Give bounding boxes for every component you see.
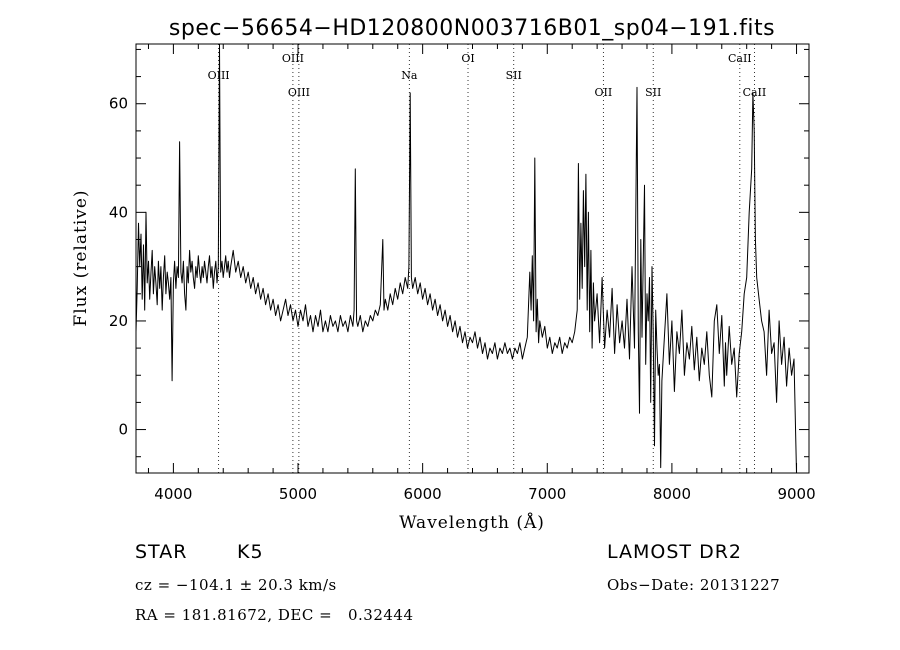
survey-name: LAMOST DR2 [607,541,742,563]
coordinates-readout: RA = 181.81672, DEC = 0.32444 [135,606,414,624]
emission-line-markers: OIII OIII OIII Na OI SII OII SII CaII CaII [208,44,767,473]
line-marker-label: CaII [728,52,752,65]
object-subclass: K5 [237,541,264,563]
y-axis-ticks: 0 20 40 60 [109,48,809,458]
y-tick-label: 0 [118,421,128,439]
line-marker-label: Na [401,69,418,82]
y-tick-label: 20 [109,312,128,330]
x-axis-label: Wavelength (Å) [399,512,545,533]
redshift-readout: cz = −104.1 ± 20.3 km/s [135,576,337,594]
x-tick-label: 8000 [653,485,691,503]
line-marker-label: SII [506,69,522,82]
plot-frame [135,43,810,474]
x-tick-label: 6000 [404,485,442,503]
line-marker-label: OI [461,52,474,65]
x-axis-ticks: 4000 5000 6000 7000 8000 9000 [147,44,816,503]
x-tick-label: 7000 [528,485,566,503]
line-marker-label: OIII [288,86,310,99]
line-marker-label: SII [645,86,661,99]
chart-title: spec−56654−HD120800N003716B01_sp04−191.f… [169,16,775,41]
line-marker-label: OIII [208,69,230,82]
line-marker-label: CaII [743,86,767,99]
y-tick-label: 40 [109,203,128,221]
x-tick-label: 4000 [154,485,192,503]
observation-date: Obs−Date: 20131227 [607,576,781,594]
line-marker-label: OIII [282,52,304,65]
y-tick-label: 60 [109,95,128,113]
line-marker-label: OII [595,86,613,99]
y-axis-label: Flux (relative) [71,189,91,326]
x-tick-label: 9000 [777,485,815,503]
object-class: STAR [135,541,188,563]
spectrum-series-line [135,43,797,474]
x-tick-label: 5000 [279,485,317,503]
